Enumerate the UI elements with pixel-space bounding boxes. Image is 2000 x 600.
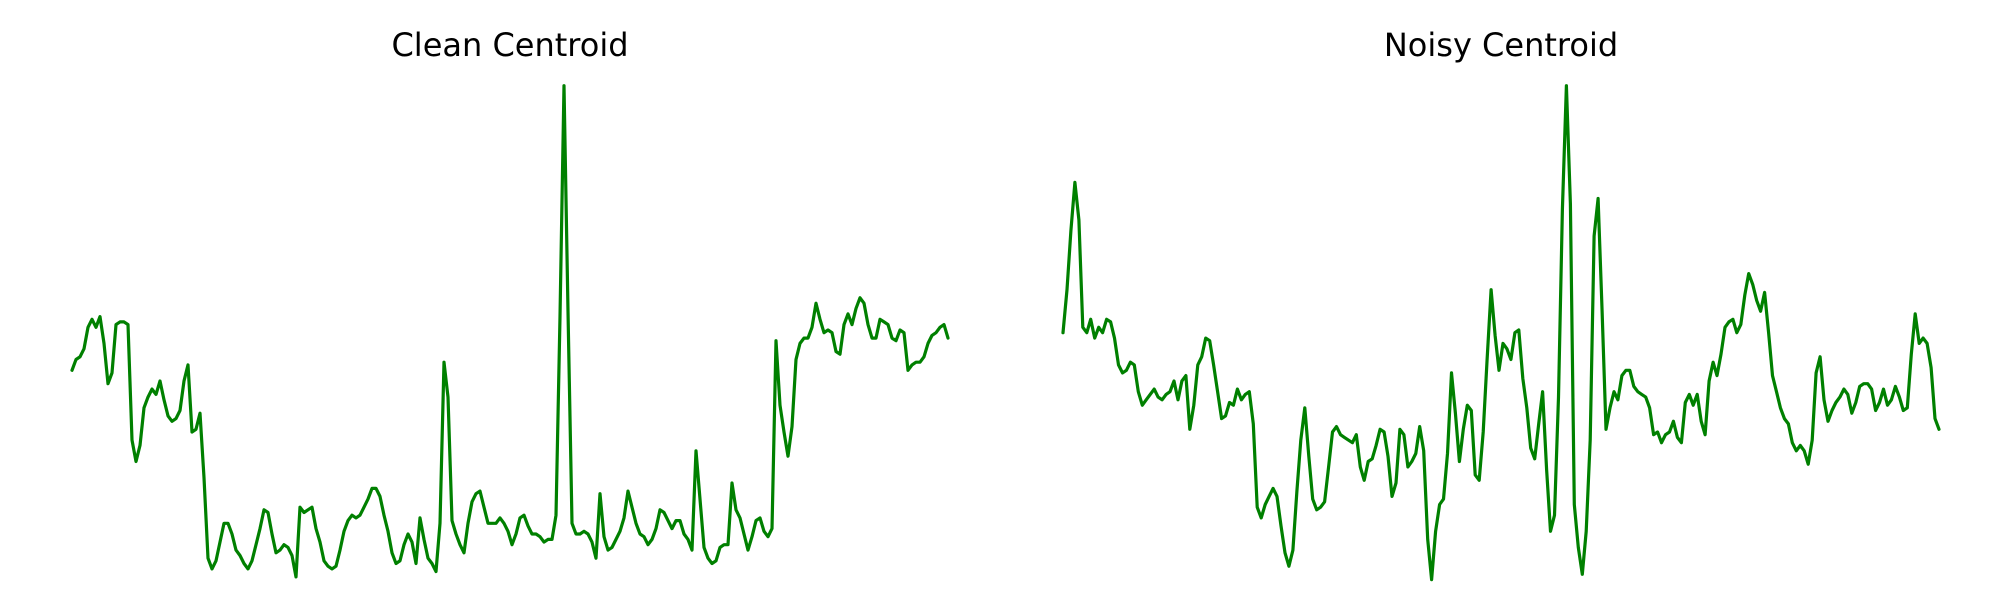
chart-title-noisy-centroid: Noisy Centroid (1384, 26, 1618, 64)
chart-noisy-centroid: Noisy Centroid (1061, 26, 1941, 582)
chart-clean-centroid: Clean Centroid (70, 26, 950, 579)
chart-title-clean-centroid: Clean Centroid (391, 26, 628, 64)
series-line-clean-centroid (70, 84, 950, 579)
series-line-noisy-centroid (1061, 84, 1941, 582)
